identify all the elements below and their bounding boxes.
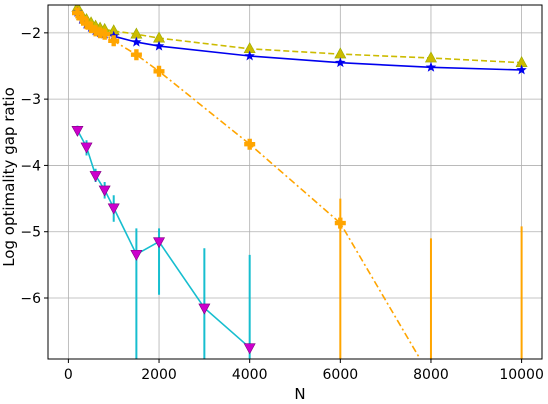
x-tick-label: 8000 — [413, 367, 449, 383]
data-point-s2 — [108, 35, 120, 47]
data-point-s3 — [98, 185, 111, 197]
data-point-s2 — [153, 65, 165, 77]
y-tick-label: −6 — [20, 291, 41, 307]
x-tick-label: 0 — [64, 367, 73, 383]
data-point-s0 — [424, 51, 437, 63]
series-lines — [76, 7, 522, 359]
data-point-s1 — [131, 36, 142, 47]
data-point-s3 — [80, 142, 93, 154]
data-point-s2 — [85, 22, 97, 33]
x-tick-label: 10000 — [499, 367, 544, 383]
data-point-s1 — [425, 61, 437, 72]
x-tick-label: 2000 — [141, 367, 177, 383]
data-point-s0 — [153, 31, 166, 43]
data-point-s1 — [335, 57, 346, 68]
data-point-s3 — [107, 203, 120, 215]
series-line-0 — [76, 7, 522, 64]
data-point-s3 — [243, 343, 256, 355]
y-tick-label: −2 — [20, 26, 41, 42]
series-line-1 — [76, 11, 522, 71]
error-bars — [76, 125, 523, 359]
data-point-s3 — [130, 249, 143, 261]
data-point-s2 — [130, 49, 142, 61]
data-point-s2 — [244, 138, 256, 150]
data-point-s3 — [89, 171, 102, 182]
data-point-s2 — [334, 217, 346, 229]
data-point-s0 — [334, 47, 347, 59]
data-point-s3 — [198, 303, 211, 315]
series-line-2 — [76, 12, 422, 359]
data-point-s3 — [71, 125, 84, 137]
y-axis-label: Log optimality gap ratio — [0, 87, 18, 267]
data-point-s3 — [153, 237, 166, 249]
series-markers — [71, 5, 528, 355]
grid — [48, 5, 542, 359]
y-tick-label: −4 — [20, 158, 41, 174]
y-tick-label: −5 — [20, 225, 41, 241]
axis-ticks: 0 2000 4000 6000 8000 10000 −2 −3 −4 −5 −6 — [20, 26, 544, 383]
data-point-s1 — [153, 40, 165, 51]
x-tick-label: 6000 — [323, 367, 359, 383]
y-tick-label: −3 — [20, 92, 41, 108]
data-point-s2 — [72, 7, 83, 19]
x-axis-label: N — [294, 385, 305, 403]
data-point-s1 — [516, 64, 527, 75]
data-point-s2 — [81, 18, 92, 30]
plot-frame — [47, 4, 543, 360]
data-point-s2 — [76, 12, 88, 24]
x-tick-label: 4000 — [232, 367, 268, 383]
data-point-s1 — [244, 50, 255, 61]
data-point-s2 — [99, 28, 111, 40]
